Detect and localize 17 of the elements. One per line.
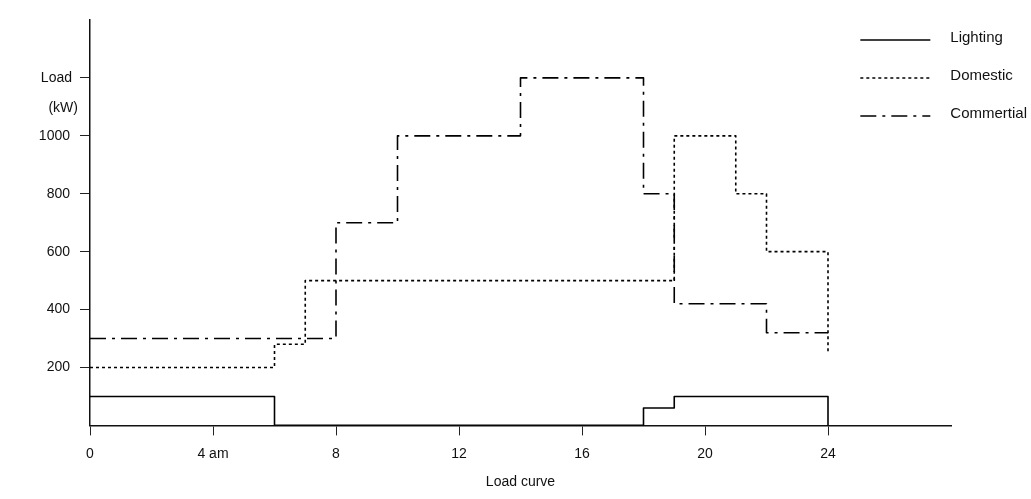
- y-tick-label: 800: [46, 184, 71, 201]
- x-axis-title: Load curve: [485, 473, 556, 490]
- y-tick-label: 200: [46, 358, 71, 375]
- legend-label: Commertial: [950, 104, 1028, 122]
- x-tick-label: 16: [574, 444, 590, 461]
- legend-label: Lighting: [950, 28, 1003, 46]
- x-tick-label: 12: [451, 444, 467, 461]
- y-tick-label: 1000: [38, 126, 71, 143]
- x-tick-label: 20: [697, 444, 713, 461]
- x-tick-label: 4 am: [197, 444, 229, 461]
- x-tick-label: 0: [86, 444, 95, 461]
- x-tick-label: 8: [332, 444, 341, 461]
- y-axis-title: Load (kW): [40, 68, 78, 115]
- x-tick-label: 24: [820, 444, 836, 461]
- y-tick-label: 400: [46, 300, 71, 317]
- legend-label: Domestic: [950, 66, 1014, 84]
- y-tick-label: 600: [46, 242, 71, 259]
